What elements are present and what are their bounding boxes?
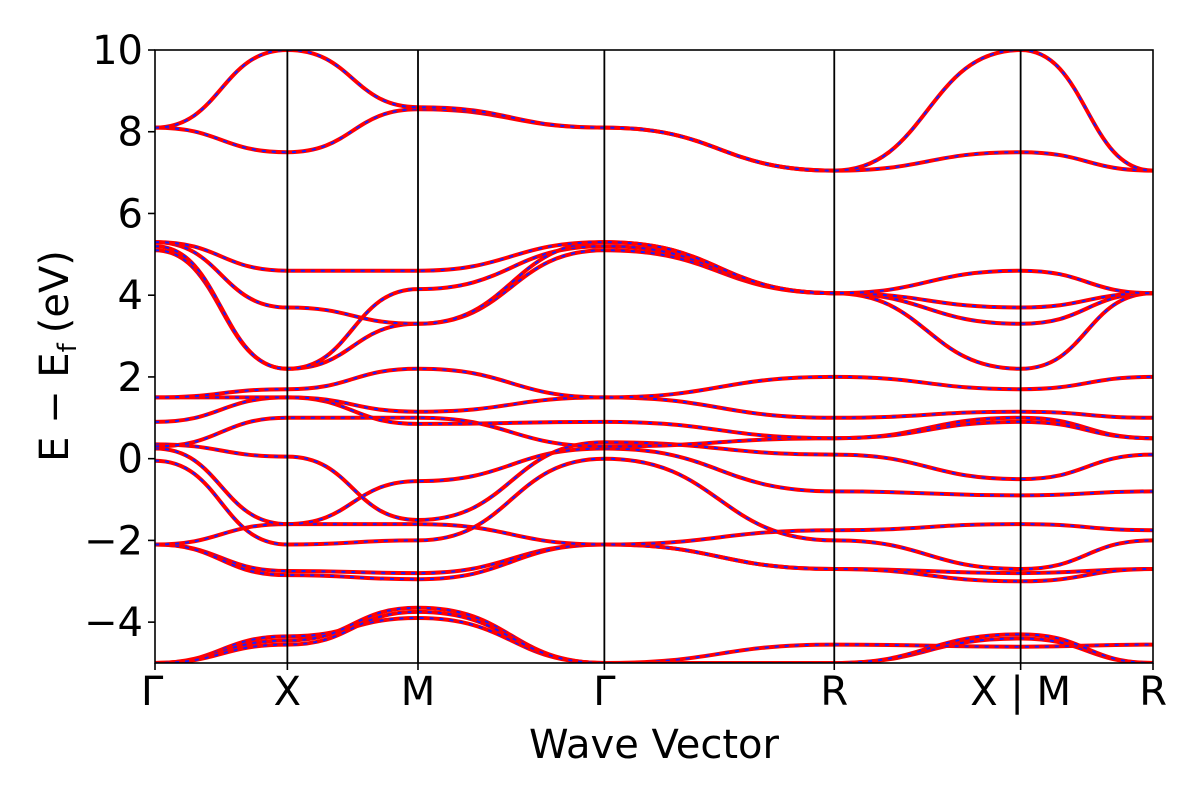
band-line-3 bbox=[155, 609, 1153, 663]
y-axis-title: E − Ef (eV) bbox=[32, 250, 83, 462]
high-symmetry-lines bbox=[286, 50, 1022, 663]
y-tick-label-4: 2 bbox=[118, 355, 143, 401]
y-axis-title-main: E − E bbox=[32, 352, 78, 462]
y-tick-label-2: −2 bbox=[84, 518, 143, 564]
y-tick-label-1: −4 bbox=[84, 600, 143, 646]
y-axis-title-subscript: f bbox=[53, 342, 83, 352]
y-tick-label-7: 8 bbox=[118, 110, 143, 156]
x-axis: Γ X M Γ R X | M R bbox=[141, 663, 1167, 715]
band-line-dashed-1 bbox=[155, 616, 1153, 663]
x-tick-label-3: M bbox=[401, 669, 436, 715]
y-tick-label-6: 6 bbox=[118, 191, 143, 237]
y-tick-label-8: 10 bbox=[92, 28, 143, 74]
y-tick-label-3: 0 bbox=[118, 437, 143, 483]
y-axis-title-units: (eV) bbox=[32, 250, 78, 333]
band-line-dashed-4 bbox=[155, 543, 1153, 575]
x-tick-label-1: Γ bbox=[141, 669, 164, 715]
x-tick-label-5: R bbox=[820, 669, 848, 715]
band-line-dashed-8 bbox=[155, 447, 1153, 526]
x-axis-title: Wave Vector bbox=[529, 722, 780, 768]
x-tick-label-2: X bbox=[274, 669, 301, 715]
plot-frame bbox=[154, 49, 1154, 664]
x-tick-label-4: Γ bbox=[593, 669, 616, 715]
y-tick-label-5: 4 bbox=[118, 273, 143, 319]
band-line-17 bbox=[155, 240, 1153, 296]
x-tick-label-7: R bbox=[1139, 669, 1167, 715]
x-tick-label-6: X | M bbox=[970, 669, 1071, 715]
y-axis: −4 −2 0 2 4 6 8 10 bbox=[84, 28, 155, 646]
